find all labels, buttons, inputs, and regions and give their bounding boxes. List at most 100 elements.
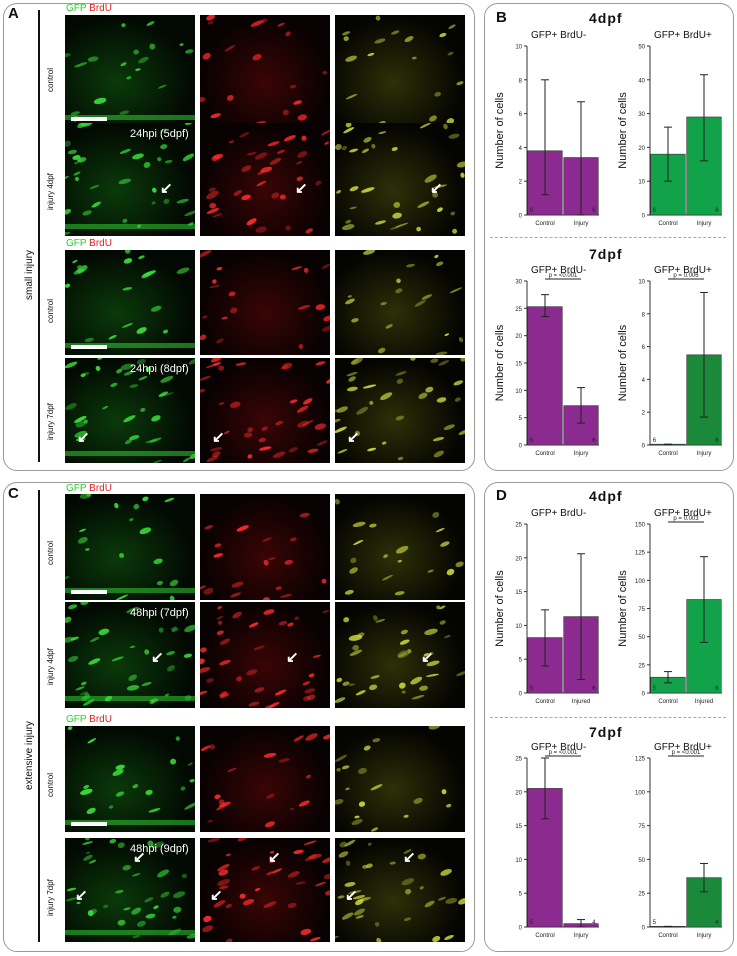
y-tick-label: 50: [638, 45, 645, 51]
y-tick-label: 20: [515, 334, 522, 340]
scale-bar: [71, 590, 107, 594]
y-axis-label: Number of cells: [617, 570, 629, 647]
a-micrograph-r4-c2: ↙: [200, 358, 330, 463]
a-micrograph-r4-c3: ↙: [335, 358, 465, 463]
chart-title: GFP+ BrdU-: [531, 742, 587, 753]
caption-a2: 24hpi (5dpf): [130, 128, 189, 140]
y-tick-label: 20: [515, 790, 522, 796]
heading-b-4dpf: 4dpf: [589, 10, 623, 26]
a-micrograph-r3-c1: [65, 250, 195, 355]
row-label-a4: injury 7dpf: [46, 403, 55, 440]
n-label: 6: [715, 208, 719, 214]
chart-title: GFP+ BrdU+: [654, 265, 712, 276]
arrow-marker: ↙: [347, 429, 360, 446]
chart-d-4dpf-brdu-pos: GFP+ BrdU+ 0 25 50 75 100 125 150 Number of cell…: [610, 508, 730, 713]
y-tick-label: 5: [519, 416, 523, 422]
channel-legend-c1: GFP BrdU: [66, 483, 112, 494]
y-tick-label: 25: [638, 663, 645, 669]
chart-d-4dpf-brdu-neg: GFP+ BrdU- 0 5 10 15 20 25 Number of cells 5 Cont…: [487, 508, 607, 713]
n-label: 4: [715, 920, 719, 926]
chart-svg: 0 2 4 6 8 10 Number of cells 6 Control 6 Injury: [494, 45, 599, 227]
y-tick-label: 2: [642, 411, 646, 417]
y-axis-label: Number of cells: [494, 570, 506, 647]
c-micrograph-r2-c3: ↙: [335, 602, 465, 708]
y-tick-label: 10: [515, 389, 522, 395]
y-tick-label: 15: [515, 362, 522, 368]
a-micrograph-r4-c1: ↙: [65, 358, 195, 463]
category-label: Injury: [574, 221, 589, 227]
y-tick-label: 75: [638, 607, 645, 613]
n-label: 6: [592, 686, 596, 692]
chart-svg: 0 10 20 30 40 50 Number of cells 6 Control 6 Injur…: [617, 45, 722, 227]
y-axis-label: Number of cells: [494, 324, 506, 401]
y-tick-label: 0: [642, 926, 646, 932]
c-micrograph-r4-c2: ↙ ↙: [200, 838, 330, 942]
category-label: Control: [535, 699, 554, 705]
y-tick-label: 75: [638, 824, 645, 830]
p-value-label: p = 0.006: [673, 273, 699, 279]
panel-c-label: C: [8, 485, 19, 502]
arrow-marker: ↙: [75, 887, 88, 904]
a-micrograph-r1-c1: [65, 15, 195, 127]
scale-bar: [71, 345, 107, 349]
chart-svg: 0 2 4 6 8 10 Number of cells 6 Control 6 Injury p =…: [617, 273, 722, 457]
y-axis-label: Number of cells: [617, 324, 629, 401]
chart-svg: 0 5 10 15 20 25 5 Control 4 Injury p = <0.001: [515, 750, 599, 939]
chart-title: GFP+ BrdU+: [654, 30, 712, 41]
arrow-marker: ↙: [133, 849, 146, 866]
n-label: 5: [653, 920, 657, 926]
channel-legend-a1: GFP BrdU: [66, 3, 112, 14]
chart-svg: 0 25 50 75 100 125 150 Number of cells 5 Control 6…: [617, 516, 722, 705]
chart-title: GFP+ BrdU-: [531, 30, 587, 41]
chart-title: GFP+ BrdU-: [531, 508, 587, 519]
y-tick-label: 10: [515, 858, 522, 864]
y-tick-label: 100: [635, 790, 646, 796]
caption-c4: 48hpi (9dpf): [130, 843, 189, 855]
y-tick-label: 0: [519, 214, 523, 220]
caption-c2: 48hpi (7dpf): [130, 607, 189, 619]
y-tick-label: 4: [642, 378, 646, 384]
y-tick-label: 6: [519, 112, 523, 118]
panel-b-label: B: [496, 9, 507, 26]
y-tick-label: 50: [638, 635, 645, 641]
y-tick-label: 100: [635, 579, 646, 585]
n-label: 6: [715, 438, 719, 444]
n-label: 5: [530, 686, 534, 692]
y-tick-label: 0: [519, 444, 523, 450]
y-tick-label: 150: [635, 523, 646, 529]
y-tick-label: 25: [515, 523, 522, 529]
arrow-marker: ↙: [160, 180, 173, 197]
p-value-label: p = 0.003: [673, 516, 699, 522]
scale-bar: [71, 117, 107, 121]
chart-b-4dpf-brdu-neg: GFP+ BrdU- 0 2 4 6 8 10 Number of cells 6 Control…: [487, 30, 607, 235]
channel-legend-c2: GFP BrdU: [66, 714, 112, 725]
row-label-a3: control: [46, 298, 55, 323]
arrow-marker: ↙: [210, 887, 223, 904]
divider-d: [490, 717, 726, 718]
y-tick-label: 50: [638, 858, 645, 864]
y-tick-label: 125: [635, 551, 646, 557]
y-tick-label: 0: [642, 444, 646, 450]
arrow-marker: ↙: [286, 649, 299, 666]
y-tick-label: 40: [638, 78, 645, 84]
c-micrograph-r3-c2: [200, 726, 330, 832]
category-label: Control: [658, 221, 677, 227]
n-label: 6: [592, 208, 596, 214]
arrow-marker: ↙: [430, 180, 443, 197]
arrow-marker: ↙: [345, 887, 358, 904]
chart-title: GFP+ BrdU+: [654, 742, 712, 753]
y-tick-label: 15: [515, 824, 522, 830]
arrow-marker: ↙: [403, 849, 416, 866]
a-micrograph-r3-c2: [200, 250, 330, 355]
category-label: Control: [535, 451, 554, 457]
arrow-marker: ↙: [151, 649, 164, 666]
category-label: Injury: [697, 451, 712, 457]
chart-svg: 0 25 50 75 100 125 5 Control 4 Injury p = <0.001: [635, 750, 722, 939]
y-tick-label: 6: [642, 345, 646, 351]
y-tick-label: 8: [642, 312, 646, 318]
row-label-a1: control: [46, 67, 55, 92]
n-label: 6: [653, 208, 657, 214]
y-tick-label: 30: [515, 280, 522, 286]
group-bar-c: [38, 490, 40, 942]
arrow-marker: ↙: [77, 429, 90, 446]
